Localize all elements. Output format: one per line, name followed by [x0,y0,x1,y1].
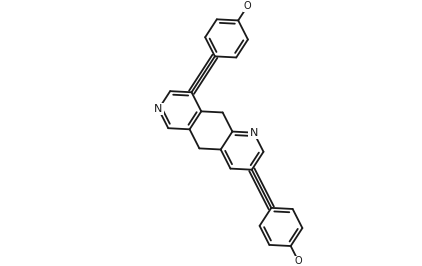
Text: O: O [295,256,302,266]
Text: O: O [295,256,302,266]
Text: N: N [154,104,163,114]
Text: O: O [244,1,252,11]
Text: N: N [249,128,258,138]
Text: O: O [244,1,252,11]
